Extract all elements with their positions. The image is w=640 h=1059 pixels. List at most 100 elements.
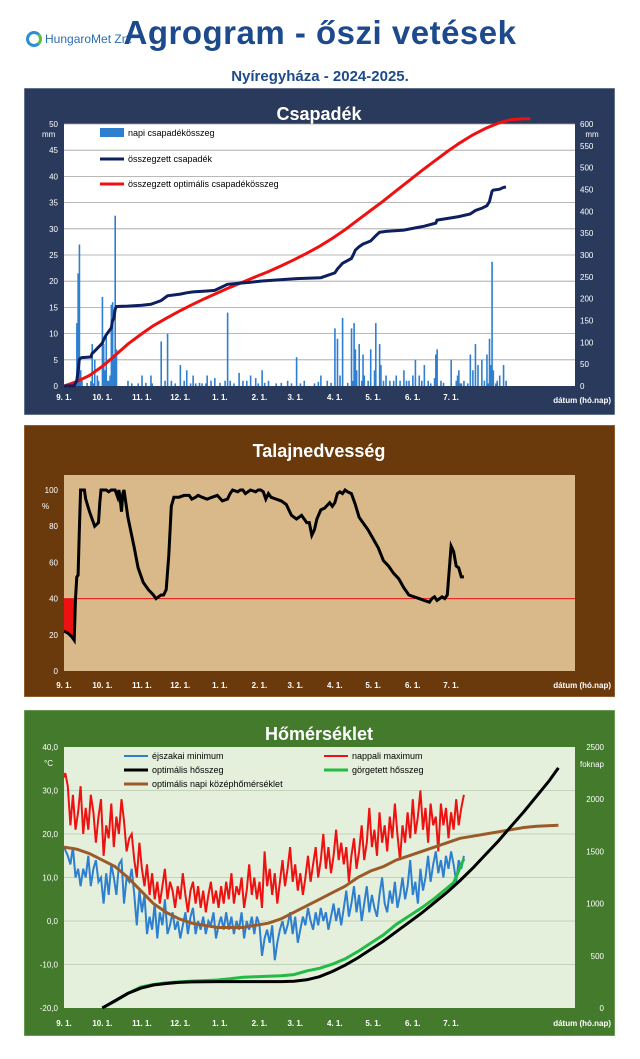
temp-right-unit: foknap xyxy=(580,760,605,769)
precip-bar xyxy=(459,383,461,386)
legend-cumulative: összegzett csapadék xyxy=(128,154,213,164)
precip-bar xyxy=(334,328,336,386)
precip-bar xyxy=(427,380,429,386)
precip-bar xyxy=(496,380,498,386)
precip-bar xyxy=(412,375,414,386)
precip-bar xyxy=(498,375,501,386)
y-tick-label: 200 xyxy=(580,295,594,304)
precip-bar xyxy=(261,370,263,386)
precip-bar xyxy=(185,370,188,386)
precip-title: Csapadék xyxy=(276,104,362,124)
precip-right-axis: 0 50 100 150 200 250 300 350 400 450 500 550 600 xyxy=(580,120,594,391)
precip-bar xyxy=(77,273,79,386)
x-tick-label: 10. 1. xyxy=(92,681,112,690)
precip-bar xyxy=(360,380,363,386)
precip-bar xyxy=(286,380,289,386)
y-tick-label: -10,0 xyxy=(40,961,59,970)
page-title: Agrogram - őszi vetések xyxy=(123,14,517,51)
temp-x-axis: 9. 1. 10. 1. 11. 1. 12. 1. 1. 1. 2. 1. 3. 1. 4.… xyxy=(56,1019,459,1028)
precip-bar xyxy=(233,383,235,386)
precip-bar xyxy=(492,370,495,386)
precip-bar xyxy=(367,380,369,386)
precip-bar xyxy=(474,344,477,386)
x-tick-label: 3. 1. xyxy=(287,393,303,402)
precip-bar xyxy=(502,365,505,386)
y-tick-label: 20 xyxy=(49,631,58,640)
optimal-heat-sum-line xyxy=(101,767,560,1010)
precip-bar xyxy=(442,382,445,386)
legend-daily-precip: napi csapadékösszeg xyxy=(128,128,215,138)
precipitation-panel: Csapadék 0 5 10 15 20 25 30 35 40 45 50 0 50 100 150 2… xyxy=(24,88,615,415)
y-tick-label: 100 xyxy=(580,338,594,347)
x-tick-label: 5. 1. xyxy=(365,393,381,402)
precip-bar xyxy=(111,302,114,386)
precip-bar xyxy=(373,370,376,386)
moisture-plot-area xyxy=(64,475,575,671)
precip-bar xyxy=(358,344,361,386)
precip-bar xyxy=(145,382,147,386)
precip-bar xyxy=(90,381,92,386)
temp-right-axis: 0 500 1000 1500 2000 2500 xyxy=(586,743,604,1013)
x-tick-label: 1. 1. xyxy=(212,393,228,402)
precip-bar xyxy=(242,380,244,386)
x-tick-label: 6. 1. xyxy=(405,681,421,690)
precip-bar xyxy=(280,382,283,386)
y-tick-label: 550 xyxy=(580,142,594,151)
precip-bar xyxy=(382,380,385,386)
y-tick-label: 60 xyxy=(49,558,58,567)
precip-bar xyxy=(378,344,381,386)
y-tick-label: 35 xyxy=(49,199,58,208)
logo-icon xyxy=(26,31,42,47)
precip-bar xyxy=(341,317,344,386)
y-tick-label: 25 xyxy=(49,251,58,260)
precip-bar xyxy=(460,383,463,386)
y-tick-label: 300 xyxy=(580,251,594,260)
y-tick-label: 30 xyxy=(49,225,58,234)
y-tick-label: 350 xyxy=(580,229,594,238)
precip-bar xyxy=(210,380,212,386)
precip-bar xyxy=(435,354,437,386)
precip-bar xyxy=(275,383,277,386)
y-tick-label: 50 xyxy=(580,360,589,369)
x-tick-label: 5. 1. xyxy=(365,681,381,690)
temp-title: Hőmérséklet xyxy=(265,724,373,744)
x-tick-label: 9. 1. xyxy=(56,1019,72,1028)
precip-bars xyxy=(73,215,507,386)
y-tick-label: 5 xyxy=(54,356,59,365)
precip-bar xyxy=(263,382,266,386)
precip-bar xyxy=(108,380,110,386)
precip-bar xyxy=(131,383,133,386)
precip-bar xyxy=(405,380,408,386)
precip-bar xyxy=(104,370,106,386)
night-min-line xyxy=(63,846,465,961)
precip-x-label: dátum (hó.nap) xyxy=(553,396,611,405)
precip-bar xyxy=(363,375,366,386)
page-subtitle: Nyíregyháza - 2024-2025. xyxy=(231,68,409,85)
precip-bar xyxy=(110,304,113,386)
y-tick-label: 50 xyxy=(49,120,58,129)
x-tick-label: 2. 1. xyxy=(252,393,268,402)
precip-bar xyxy=(78,244,81,386)
x-tick-label: 1. 1. xyxy=(212,1019,228,1028)
precip-legend: napi csapadékösszeg összegzett csapadék … xyxy=(100,128,279,189)
precip-bar xyxy=(303,380,306,386)
precip-bar xyxy=(456,375,459,386)
moisture-deficit-fill xyxy=(64,598,76,641)
x-tick-label: 3. 1. xyxy=(287,1019,303,1028)
y-tick-label: 600 xyxy=(580,120,594,129)
legend-heat-opt: optimális hősszeg xyxy=(152,765,224,775)
precip-bar xyxy=(421,380,423,386)
precip-left-axis: 0 5 10 15 20 25 30 35 40 45 50 xyxy=(49,120,58,391)
precip-bar xyxy=(440,380,442,386)
precip-bar xyxy=(472,370,474,386)
precip-bar xyxy=(495,383,497,386)
y-tick-label: 500 xyxy=(580,164,594,173)
precip-bar xyxy=(114,215,116,386)
precip-bar xyxy=(380,365,382,386)
precip-bar xyxy=(375,323,377,386)
y-tick-label: 400 xyxy=(580,207,594,216)
x-tick-label: 11. 1. xyxy=(132,393,152,402)
x-tick-label: 4. 1. xyxy=(327,393,343,402)
precip-bar xyxy=(127,380,129,386)
x-tick-label: 5. 1. xyxy=(365,1019,381,1028)
